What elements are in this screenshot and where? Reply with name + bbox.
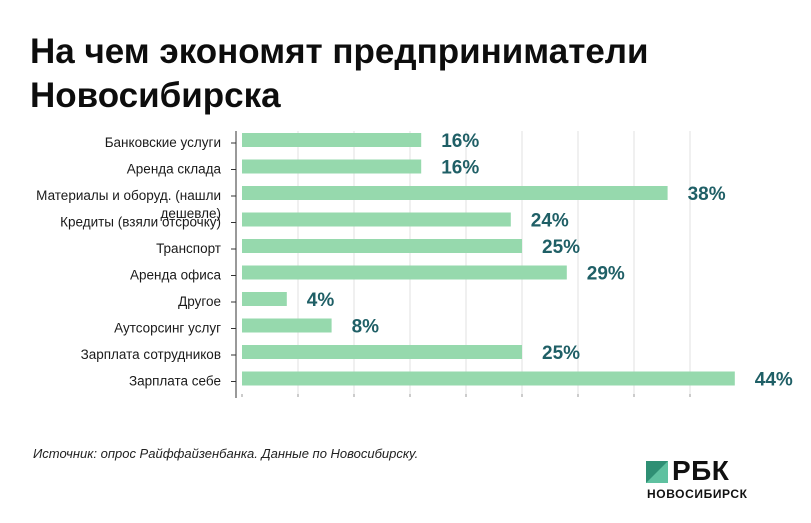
category-label: Аренда склада — [127, 162, 222, 177]
category-label: Банковские услуги — [105, 135, 221, 150]
category-label-line: Транспорт — [156, 241, 221, 256]
data-label: 29% — [587, 264, 625, 285]
data-label: 4% — [307, 290, 335, 311]
bar — [242, 371, 735, 386]
bar — [242, 212, 511, 227]
data-label: 8% — [352, 317, 380, 338]
category-label-line: Кредиты (взяли отсрочку) — [60, 215, 221, 230]
logo-name: РБК — [672, 455, 730, 486]
bar — [242, 186, 668, 200]
data-label: 16% — [441, 131, 479, 152]
category-label-line: Аутсорсинг услуг — [114, 321, 221, 336]
data-label: 24% — [531, 211, 569, 232]
bar — [242, 265, 567, 280]
rbc-logo: РБК НОВОСИБИРСК — [646, 456, 796, 506]
rbc-logo-icon — [646, 461, 668, 483]
data-label: 16% — [441, 158, 479, 179]
data-label: 38% — [688, 184, 726, 205]
category-label: Другое — [178, 294, 221, 309]
source-note: Источник: опрос Райффайзенбанка. Данные … — [33, 446, 419, 461]
category-label-line: Аренда офиса — [130, 268, 222, 283]
category-label-line: Зарплата сотрудников — [81, 347, 221, 362]
bar — [242, 133, 422, 147]
category-label-line: дешевле) — [161, 206, 221, 221]
chart-title: На чем экономят предприниматели Новосиби… — [30, 32, 649, 115]
category-label-line: Аренда склада — [127, 162, 222, 177]
bar — [242, 159, 422, 174]
category-label: Кредиты (взяли отсрочку) — [60, 215, 221, 230]
category-label: Зарплата себе — [129, 374, 221, 389]
category-label: Транспорт — [156, 241, 221, 256]
bar — [242, 239, 522, 253]
bar — [242, 345, 522, 359]
data-label: 44% — [755, 370, 793, 391]
category-label-line: Зарплата себе — [129, 374, 221, 389]
category-label: Аутсорсинг услуг — [114, 321, 221, 336]
category-label: Материалы и оборуд. (нашли дешевле) — [36, 188, 221, 221]
bar — [242, 292, 287, 306]
category-label: Зарплата сотрудников — [81, 347, 221, 362]
category-label-line: Материалы и оборуд. (нашли — [36, 188, 221, 203]
category-label-line: Банковские услуги — [105, 135, 221, 150]
data-label: 25% — [542, 237, 580, 258]
bar — [242, 318, 332, 333]
data-label: 25% — [542, 343, 580, 364]
category-label: Аренда офиса — [130, 268, 222, 283]
logo-region: НОВОСИБИРСК — [647, 487, 748, 501]
category-label-line: Другое — [178, 294, 221, 309]
